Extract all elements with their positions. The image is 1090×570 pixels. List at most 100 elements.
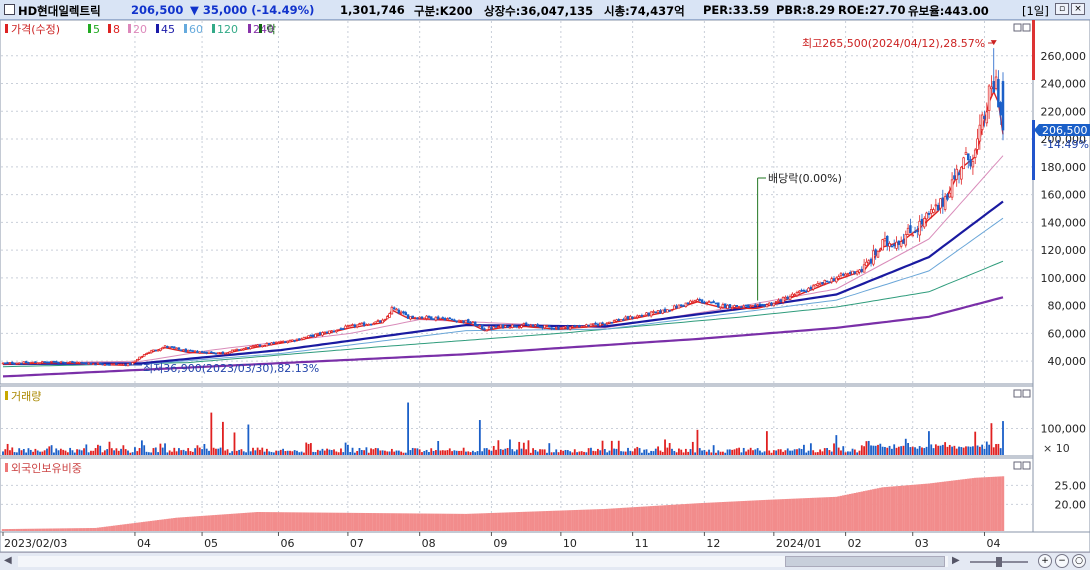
- volume-bar: [94, 448, 97, 455]
- scrollbar-thumb[interactable]: [785, 556, 945, 567]
- restore-window-icon[interactable]: ▫: [1055, 3, 1069, 15]
- foreign-bar: [561, 510, 565, 531]
- foreign-bar: [230, 513, 234, 531]
- candle-up: [862, 264, 866, 273]
- candle-up: [446, 318, 449, 321]
- volume-bar: [134, 447, 136, 455]
- ma-legend-label: 120: [217, 23, 238, 36]
- volume-bar: [460, 450, 463, 455]
- candle-up: [899, 241, 903, 247]
- stock-chart[interactable]: 40,000 60,000 80,000 100,000 120,000 140,000 1…: [0, 20, 1090, 552]
- foreign-bar: [890, 486, 894, 531]
- scroll-left-icon[interactable]: ◀: [4, 555, 12, 566]
- volume-bar: [513, 451, 516, 455]
- foreign-bar: [895, 486, 898, 531]
- volume-bar: [242, 451, 245, 455]
- volume-y-tick-label: 100,000: [1041, 423, 1087, 436]
- foreign-bar: [402, 513, 405, 531]
- foreign-bar: [298, 512, 301, 531]
- volume-bar: [997, 443, 1000, 455]
- foreign-bar: [735, 501, 738, 531]
- volume-bar: [708, 449, 710, 455]
- foreign-bar: [518, 512, 521, 531]
- volume-bar: [90, 450, 92, 455]
- candle-up: [737, 306, 741, 308]
- candle-up: [291, 339, 294, 342]
- panel-close-icon[interactable]: [1022, 23, 1031, 32]
- zoom-out-icon[interactable]: −: [1055, 554, 1069, 568]
- volume-bar: [418, 449, 421, 455]
- volume-bar: [252, 447, 254, 455]
- price-y-tick-label: 120,000: [1041, 244, 1087, 257]
- candle-up: [219, 351, 222, 354]
- current-price: 206,500: [131, 3, 184, 17]
- candle-down: [467, 319, 470, 323]
- candle-up: [994, 76, 998, 89]
- volume-bar: [664, 439, 666, 455]
- candle-down: [566, 325, 570, 330]
- volume-bar: [937, 445, 940, 455]
- candle-up: [929, 209, 933, 214]
- volume-close-icon[interactable]: [1022, 389, 1031, 398]
- volume-maximize-icon[interactable]: [1013, 389, 1022, 398]
- candle-down: [448, 317, 452, 320]
- volume-bar: [465, 451, 467, 455]
- candle-up: [110, 363, 114, 366]
- volume-bar: [622, 451, 625, 455]
- zoom-in-icon[interactable]: +: [1038, 554, 1052, 568]
- foreign-close-icon[interactable]: [1022, 461, 1031, 470]
- candle-up: [147, 352, 151, 354]
- volume-bar: [502, 449, 504, 455]
- foreign-bar: [670, 504, 674, 531]
- candle-down: [43, 361, 46, 363]
- foreign-bar: [883, 487, 887, 531]
- foreign-bar: [342, 512, 345, 531]
- volume-bar: [129, 452, 132, 455]
- volume-bar: [219, 447, 222, 455]
- volume-bar: [661, 451, 664, 455]
- volume-bar: [497, 440, 500, 455]
- volume-bar: [59, 448, 62, 455]
- foreign-bar: [355, 512, 359, 531]
- all-time-low-note: 최저36,900(2023/03/30),82.13%: [143, 362, 319, 375]
- panel-controls[interactable]: [1013, 23, 1031, 470]
- foreign-bar: [617, 508, 620, 531]
- panel-maximize-icon[interactable]: [1013, 23, 1022, 32]
- foreign-bar: [520, 511, 523, 531]
- foreign-bar: [411, 513, 414, 531]
- close-window-icon[interactable]: ×: [1071, 3, 1085, 15]
- volume-bar: [76, 449, 78, 455]
- volume-bar: [617, 440, 620, 455]
- foreign-maximize-icon[interactable]: [1013, 461, 1022, 470]
- volume-bar: [50, 445, 53, 455]
- high-arrow-icon: [990, 40, 997, 46]
- foreign-bar: [96, 527, 100, 531]
- candle-down: [997, 79, 1000, 108]
- volume-bar: [874, 445, 877, 455]
- volume-bar: [636, 446, 639, 455]
- foreign-bar: [386, 513, 389, 531]
- scrollbar-track[interactable]: [18, 556, 948, 567]
- foreign-bar: [862, 491, 866, 531]
- volume-bar: [518, 441, 521, 455]
- date-tick-label: 04: [986, 537, 1000, 550]
- candle-up: [564, 325, 567, 328]
- foreign-bar: [351, 512, 354, 531]
- candle-up: [261, 345, 264, 348]
- zoom-reset-icon[interactable]: ○: [1072, 554, 1086, 568]
- select-checkbox[interactable]: [4, 4, 15, 15]
- foreign-bar: [936, 482, 940, 531]
- candle-down: [860, 268, 864, 272]
- volume-bar: [749, 447, 752, 455]
- zoom-slider-knob[interactable]: [996, 557, 1002, 567]
- scroll-right-icon[interactable]: ▶: [952, 555, 960, 566]
- foreign-bar: [147, 521, 151, 531]
- foreign-bar: [629, 507, 632, 531]
- volume-bar: [261, 447, 264, 455]
- candle-down: [828, 281, 831, 284]
- period-button[interactable]: [1일]: [1022, 4, 1049, 18]
- candle-up: [41, 361, 44, 364]
- candle-up: [772, 302, 776, 307]
- volume-bar: [550, 452, 553, 455]
- candle-up: [605, 322, 609, 325]
